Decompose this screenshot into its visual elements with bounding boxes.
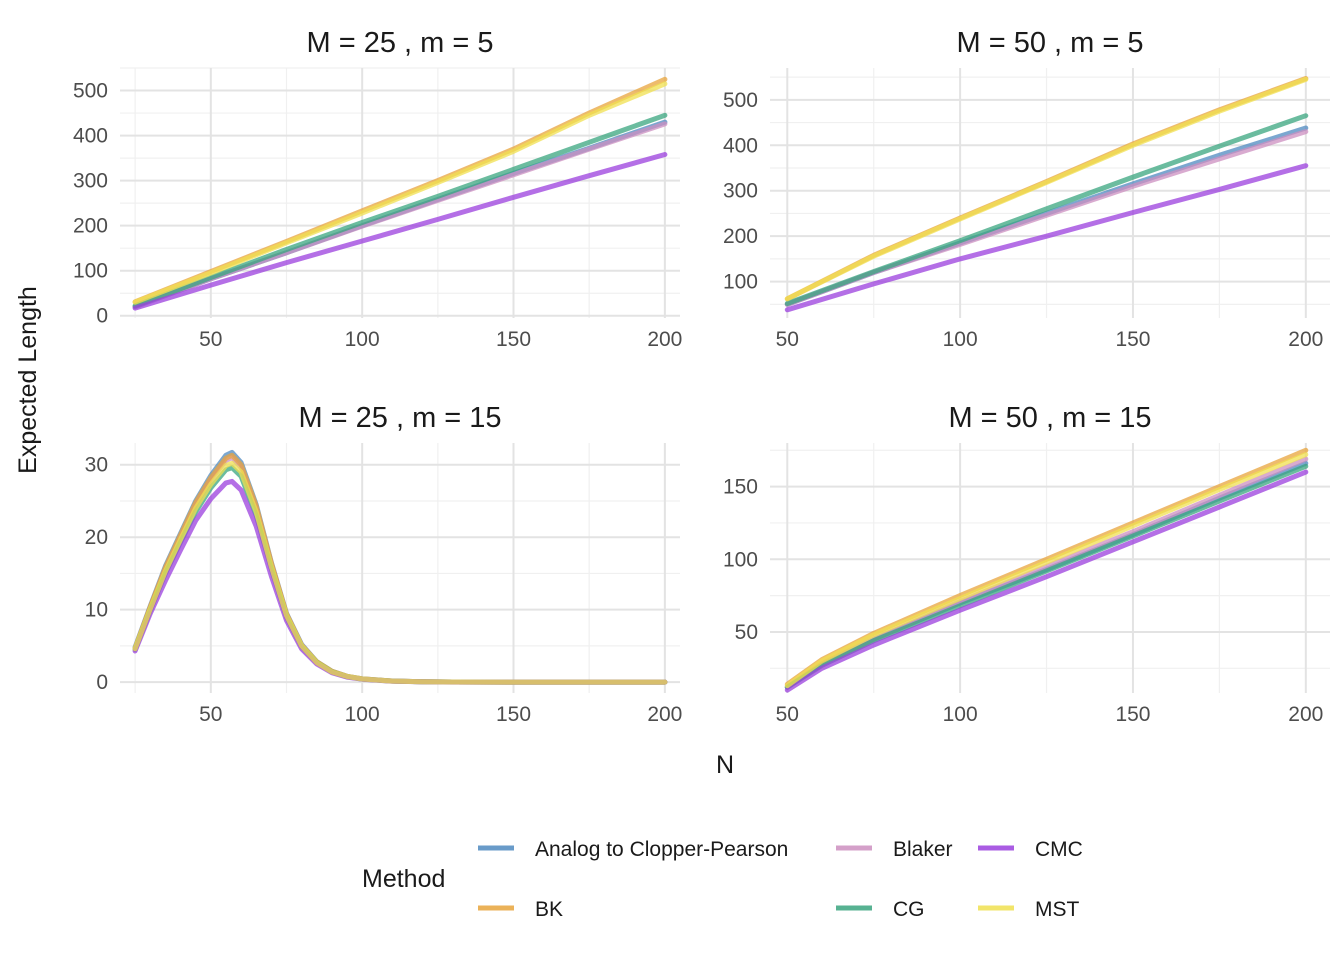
legend-label: BK [535, 898, 563, 921]
legend-item: Analog to Clopper-Pearson [478, 838, 788, 861]
x-tick-label: 50 [199, 328, 222, 351]
x-tick-label: 50 [776, 328, 799, 351]
x-tick-label: 100 [943, 328, 978, 351]
series-line-blaker [132, 121, 668, 310]
panel-3: 50 100 150 200 0 10 20 30 M = 25 , m = 15 [85, 402, 683, 726]
x-tick-label: 200 [647, 703, 682, 726]
panel-4: 50 100 150 200 50 100 150 M = 50 , m = 15 [723, 402, 1330, 726]
series-line-cmc [784, 163, 1309, 313]
y-tick-label: 150 [723, 476, 758, 499]
series-line-cg [132, 465, 668, 685]
series-line-cmc [132, 478, 668, 685]
legend-item: MST [978, 898, 1080, 921]
panel-title: M = 50 , m = 5 [957, 27, 1144, 59]
x-tick-label: 200 [1288, 703, 1323, 726]
legend-label: Blaker [893, 838, 953, 861]
legend-item: CMC [978, 838, 1083, 861]
series-line-blaker [132, 455, 668, 685]
legend-label: CMC [1035, 838, 1083, 861]
series-line-mst [132, 81, 668, 305]
panel-title: M = 25 , m = 5 [307, 27, 494, 59]
x-tick-label: 150 [1115, 703, 1150, 726]
series-line-cmc [132, 152, 668, 311]
y-tick-label: 400 [73, 125, 108, 148]
y-tick-label: 10 [85, 599, 108, 622]
y-tick-label: 500 [723, 89, 758, 112]
legend-label: Analog to Clopper-Pearson [535, 838, 788, 861]
y-tick-label: 100 [723, 548, 758, 571]
panel-title: M = 50 , m = 15 [948, 402, 1151, 434]
x-tick-label: 150 [496, 703, 531, 726]
panel-title: M = 25 , m = 15 [298, 402, 501, 434]
y-tick-label: 300 [73, 170, 108, 193]
y-tick-label: 400 [723, 134, 758, 157]
legend-title: Method [362, 865, 445, 893]
x-tick-label: 50 [199, 703, 222, 726]
series-line-mst [784, 76, 1309, 302]
series-line-mst [784, 452, 1309, 689]
legend-label: CG [893, 898, 925, 921]
x-tick-label: 200 [647, 328, 682, 351]
legend-item: CG [836, 898, 925, 921]
series-line-mst [132, 460, 668, 685]
series-line-cg [132, 112, 668, 309]
x-axis-title: N [716, 751, 734, 779]
x-tick-label: 100 [943, 703, 978, 726]
legend-item: BK [478, 898, 563, 921]
y-tick-label: 50 [735, 621, 758, 644]
legend-item: Blaker [836, 838, 953, 861]
legend: Method Analog to Clopper-Pearson Blaker CM… [362, 838, 1083, 921]
y-tick-label: 0 [96, 305, 108, 328]
x-tick-label: 200 [1288, 328, 1323, 351]
series-line-cmc [784, 469, 1309, 693]
x-tick-label: 50 [776, 703, 799, 726]
y-tick-label: 200 [723, 225, 758, 248]
y-tick-label: 300 [723, 180, 758, 203]
y-tick-label: 30 [85, 454, 108, 477]
series-line-bk [132, 452, 668, 685]
panel-2: 50 100 150 200 100 200 300 400 500 M = 50 , m = 5 [723, 27, 1330, 351]
y-tick-label: 0 [96, 671, 108, 694]
x-tick-label: 150 [1115, 328, 1150, 351]
x-tick-label: 100 [345, 328, 380, 351]
y-tick-label: 100 [73, 260, 108, 283]
y-tick-label: 200 [73, 215, 108, 238]
y-tick-label: 500 [73, 80, 108, 103]
panel-1: 50 100 150 200 0 100 200 300 400 500 M = 25 , m = … [73, 27, 682, 351]
y-tick-label: 100 [723, 271, 758, 294]
y-tick-label: 20 [85, 526, 108, 549]
legend-label: MST [1035, 898, 1080, 921]
series-line-cg [784, 113, 1309, 306]
x-tick-label: 100 [345, 703, 380, 726]
y-axis-title: Expected Length [14, 286, 42, 474]
x-tick-label: 150 [496, 328, 531, 351]
series-line-cg [784, 463, 1309, 690]
